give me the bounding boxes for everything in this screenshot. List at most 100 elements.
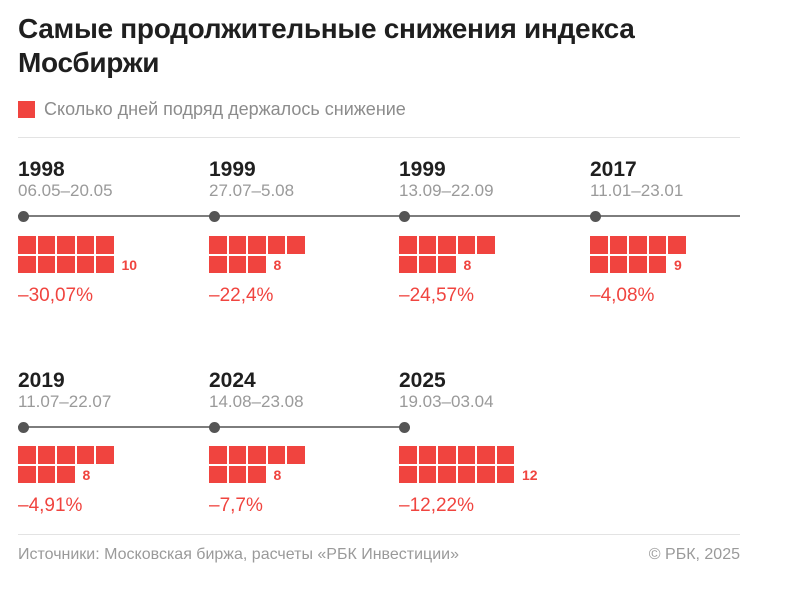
index-change: –7,7% bbox=[209, 495, 263, 516]
day-block bbox=[496, 446, 514, 464]
source-note: Источники: Московская биржа, расчеты «РБ… bbox=[18, 546, 459, 563]
day-block bbox=[287, 236, 305, 254]
episode-year: 2024 bbox=[209, 369, 256, 392]
day-block bbox=[209, 236, 227, 254]
days-count-label: 9 bbox=[674, 256, 682, 273]
day-block bbox=[609, 255, 627, 273]
day-block bbox=[18, 236, 36, 254]
index-change: –30,07% bbox=[18, 285, 94, 306]
day-block bbox=[418, 465, 436, 483]
days-count-label: 10 bbox=[121, 256, 138, 273]
day-blocks bbox=[18, 446, 158, 486]
timeline-dot bbox=[18, 421, 29, 433]
day-block bbox=[668, 236, 686, 254]
episode-dates: 14.08–23.08 bbox=[209, 392, 304, 411]
episode-year: 2025 bbox=[399, 369, 446, 392]
day-block bbox=[648, 236, 666, 254]
episode-year: 2019 bbox=[18, 369, 65, 392]
day-block bbox=[629, 255, 647, 273]
episode-2: 1999 27.07–5.08 8 –22,4% bbox=[209, 158, 389, 318]
legend: Сколько дней подряд держалось снижение bbox=[18, 98, 406, 120]
day-block bbox=[57, 236, 75, 254]
day-block bbox=[418, 236, 436, 254]
timeline-dot bbox=[399, 421, 410, 433]
timeline-dot bbox=[209, 210, 220, 222]
day-block bbox=[399, 446, 417, 464]
episode-dates: 11.07–22.07 bbox=[18, 392, 112, 411]
day-block bbox=[209, 446, 227, 464]
day-block bbox=[76, 255, 94, 273]
day-block bbox=[228, 236, 246, 254]
day-block bbox=[590, 255, 608, 273]
day-block bbox=[418, 255, 436, 273]
day-block bbox=[96, 255, 114, 273]
day-blocks bbox=[209, 236, 349, 276]
day-block bbox=[57, 255, 75, 273]
legend-label: Сколько дней подряд держалось снижение bbox=[44, 98, 406, 119]
index-change: –4,08% bbox=[590, 285, 655, 306]
day-block bbox=[477, 465, 495, 483]
day-block bbox=[477, 236, 495, 254]
episode-3: 1999 13.09–22.09 8 –24,57% bbox=[399, 158, 579, 318]
day-block bbox=[76, 446, 94, 464]
day-block bbox=[96, 236, 114, 254]
episode-year: 1998 bbox=[18, 158, 65, 181]
index-change: –22,4% bbox=[209, 285, 274, 306]
day-block bbox=[399, 255, 417, 273]
day-block bbox=[76, 236, 94, 254]
day-block bbox=[418, 446, 436, 464]
episode-year: 1999 bbox=[209, 158, 256, 181]
days-count-label: 8 bbox=[82, 466, 91, 483]
episode-dates: 27.07–5.08 bbox=[209, 181, 295, 200]
timeline-dot bbox=[209, 421, 220, 433]
timeline-dot bbox=[18, 210, 29, 222]
day-block bbox=[438, 446, 456, 464]
day-block bbox=[248, 236, 266, 254]
episode-year: 2017 bbox=[590, 158, 637, 181]
timeline-dot bbox=[399, 210, 410, 222]
day-block bbox=[496, 465, 514, 483]
top-divider bbox=[18, 137, 740, 138]
day-block bbox=[96, 446, 114, 464]
day-block bbox=[438, 255, 456, 273]
episode-6: 2024 14.08–23.08 8 –7,7% bbox=[209, 369, 389, 529]
day-block bbox=[399, 465, 417, 483]
index-change: –24,57% bbox=[399, 285, 475, 306]
episode-dates: 13.09–22.09 bbox=[399, 181, 494, 200]
bottom-divider bbox=[18, 534, 740, 535]
day-block bbox=[37, 255, 55, 273]
day-block bbox=[248, 465, 266, 483]
episode-7: 2025 19.03–03.04 12 –12,22% bbox=[399, 369, 579, 529]
timeline-line-row-1 bbox=[18, 215, 740, 217]
day-block bbox=[457, 446, 475, 464]
day-blocks bbox=[209, 446, 349, 486]
copyright: © РБК, 2025 bbox=[648, 546, 740, 563]
days-count-label: 8 bbox=[273, 256, 282, 273]
day-block bbox=[18, 255, 36, 273]
day-block bbox=[438, 465, 456, 483]
day-block bbox=[267, 446, 285, 464]
day-block bbox=[209, 465, 227, 483]
day-block bbox=[57, 446, 75, 464]
days-count-label: 12 bbox=[522, 466, 538, 483]
day-block bbox=[477, 446, 495, 464]
episode-5: 2019 11.07–22.07 8 –4,91% bbox=[18, 369, 198, 529]
day-block bbox=[18, 446, 36, 464]
day-block bbox=[37, 446, 55, 464]
episode-dates: 11.01–23.01 bbox=[590, 181, 684, 200]
day-blocks bbox=[399, 236, 539, 276]
day-block bbox=[438, 236, 456, 254]
day-block bbox=[590, 236, 608, 254]
day-block bbox=[629, 236, 647, 254]
day-block bbox=[609, 236, 627, 254]
day-blocks bbox=[399, 446, 539, 486]
chart-title: Самые продолжительные снижения индекса М… bbox=[18, 13, 635, 78]
day-block bbox=[248, 446, 266, 464]
episode-dates: 06.05–20.05 bbox=[18, 181, 113, 200]
episode-4: 2017 11.01–23.01 9 –4,08% bbox=[590, 158, 770, 318]
day-block bbox=[248, 255, 266, 273]
day-block bbox=[209, 255, 227, 273]
day-block bbox=[228, 255, 246, 273]
day-block bbox=[399, 236, 417, 254]
day-blocks bbox=[18, 236, 158, 276]
